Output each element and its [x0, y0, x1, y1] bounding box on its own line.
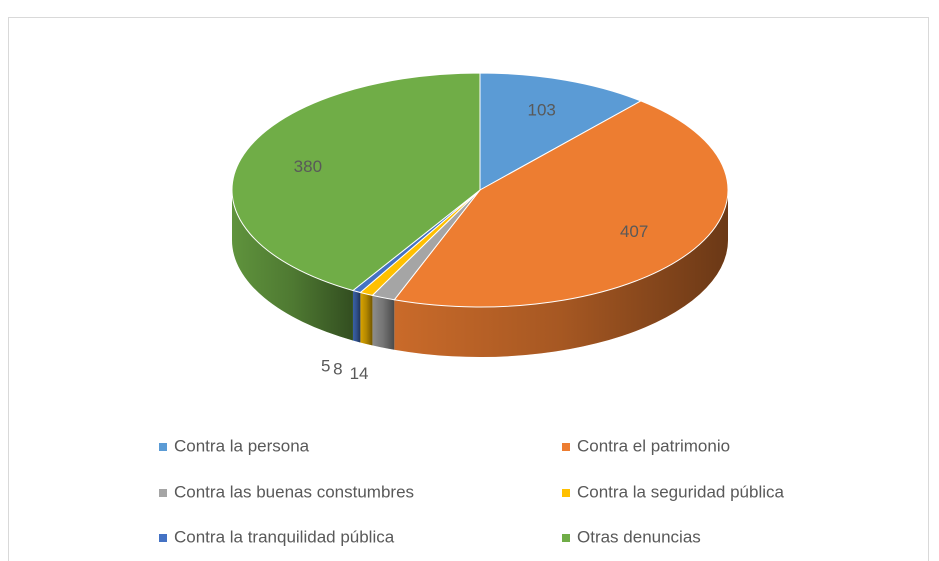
legend-swatch [562, 443, 570, 451]
legend-swatch [562, 489, 570, 497]
pie-slice [393, 100, 729, 308]
legend-label: Otras denuncias [577, 527, 701, 546]
pie-slice [479, 72, 643, 191]
pie-slice [231, 72, 481, 292]
chart-frame [8, 17, 929, 561]
data-label: 5 [321, 356, 330, 375]
pie-side-shade [394, 190, 728, 358]
data-label: 407 [620, 222, 648, 241]
legend-swatch [159, 443, 167, 451]
legend-swatch [159, 534, 167, 542]
data-label: 380 [294, 157, 322, 176]
legend-label: Contra el patrimonio [577, 436, 730, 455]
pie-side-shade [232, 190, 353, 341]
data-label: 14 [350, 364, 369, 383]
legend-label: Contra la persona [174, 436, 310, 455]
legend-swatch [562, 534, 570, 542]
pie-side-shade [372, 295, 395, 350]
data-label: 103 [528, 100, 556, 119]
legend-label: Contra las buenas constumbres [174, 482, 414, 501]
legend-label: Contra la tranquilidad pública [174, 527, 395, 546]
data-label: 8 [333, 359, 342, 378]
legend-label: Contra la seguridad pública [577, 482, 785, 501]
pie-side-shade [352, 290, 361, 343]
legend-swatch [159, 489, 167, 497]
pie-side-shade [360, 292, 373, 346]
